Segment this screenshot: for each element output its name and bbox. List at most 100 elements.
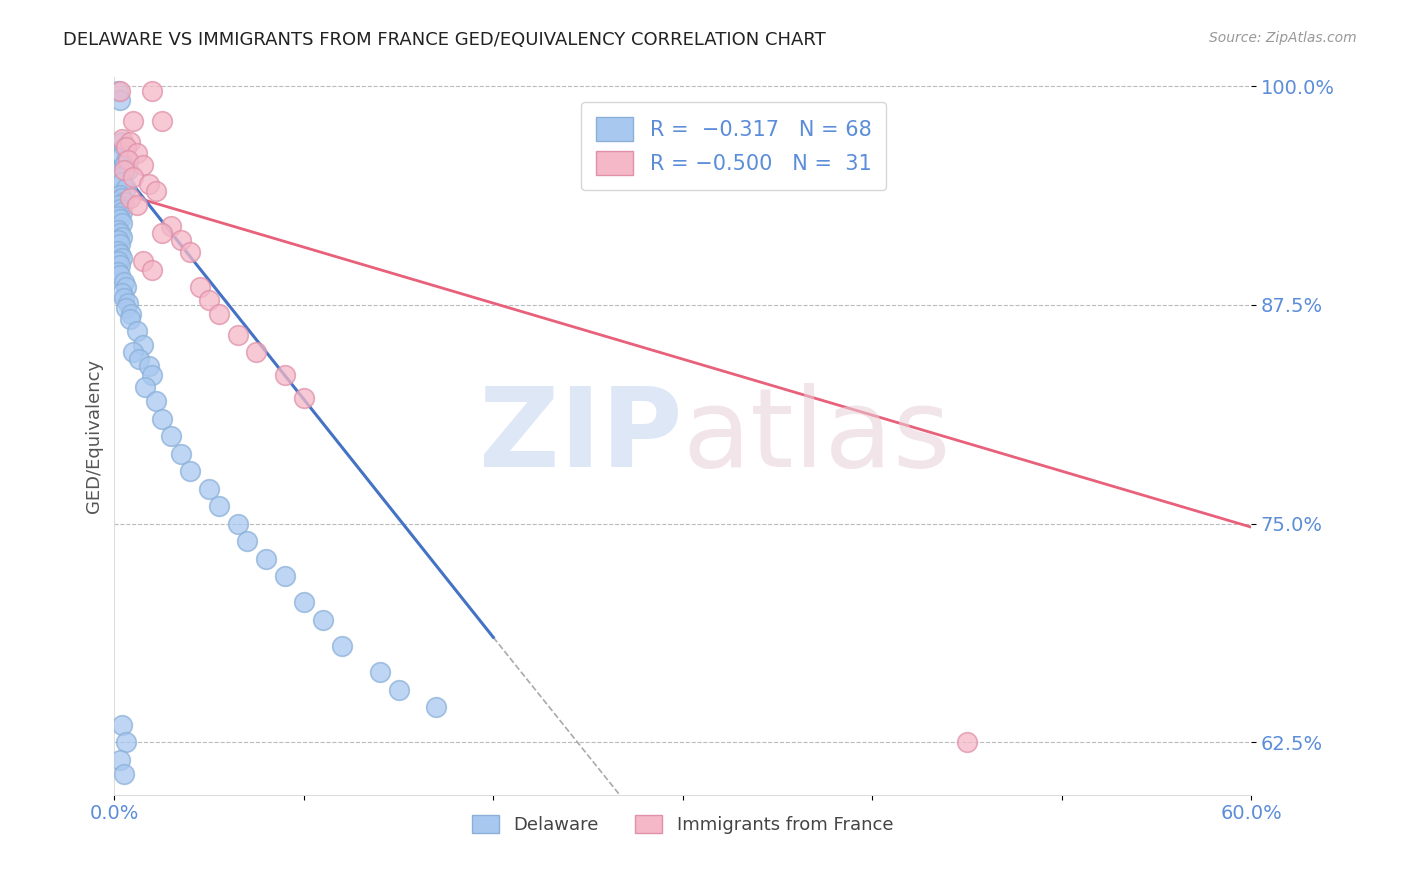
Point [127,145,149,160]
Point [107,265,129,279]
Point [141,85,163,99]
Point [198,482,221,496]
Point [112,766,135,780]
Point [122,345,145,359]
Point [226,516,249,531]
Point [127,198,149,212]
Point [368,665,391,680]
Point [292,595,315,609]
Point [108,202,131,216]
Point [134,380,156,394]
Point [108,85,131,99]
Point [108,170,131,185]
Point [114,153,136,167]
Point [150,411,173,425]
Point [111,718,134,732]
Point [112,158,135,172]
Point [292,391,315,405]
Point [387,682,409,697]
Point [236,534,259,549]
Point [107,222,129,236]
Point [117,296,139,310]
Point [107,209,129,223]
Point [108,753,131,767]
Point [160,219,183,234]
Point [108,93,131,107]
Point [138,359,160,373]
Point [111,149,134,163]
Point [111,175,134,189]
Point [150,226,173,240]
Point [112,140,135,154]
Point [111,205,134,219]
Point [128,352,150,367]
Point [198,293,221,307]
Point [107,233,129,247]
Point [160,429,183,443]
Point [170,233,193,247]
Point [112,194,135,209]
Point [108,187,131,202]
Point [226,327,249,342]
Point [132,254,155,268]
Text: atlas: atlas [683,383,952,490]
Point [111,131,134,145]
Point [108,268,131,282]
Point [122,114,145,128]
Point [956,735,979,749]
Point [179,464,201,478]
Point [108,226,131,240]
Point [150,114,173,128]
Point [117,163,139,178]
Point [274,569,297,583]
Point [117,153,139,167]
Point [107,254,129,268]
Point [188,280,211,294]
Point [111,285,134,300]
Point [245,345,267,359]
Point [141,263,163,277]
Point [111,229,134,244]
Point [112,275,135,289]
Point [108,247,131,261]
Point [179,245,201,260]
Point [114,180,136,194]
Point [108,212,131,227]
Point [118,311,141,326]
Point [118,135,141,149]
Legend: R =  −0.317   N = 68, R = −0.500   N =  31: R = −0.317 N = 68, R = −0.500 N = 31 [581,103,886,190]
Point [127,324,149,338]
Point [170,447,193,461]
Text: Source: ZipAtlas.com: Source: ZipAtlas.com [1209,31,1357,45]
Point [114,301,136,316]
Point [132,338,155,352]
Point [120,307,142,321]
Point [122,170,145,185]
Point [114,140,136,154]
Point [254,551,277,566]
Point [330,639,353,653]
Point [274,368,297,382]
Point [107,244,129,258]
Point [207,307,229,321]
Point [145,184,167,198]
Point [107,198,129,212]
Text: ZIP: ZIP [479,383,683,490]
Y-axis label: GED/Equivalency: GED/Equivalency [86,359,103,513]
Point [111,191,134,205]
Point [112,291,135,305]
Point [118,191,141,205]
Point [207,499,229,513]
Point [111,216,134,230]
Point [112,163,135,178]
Point [114,280,136,294]
Point [108,258,131,272]
Point [111,135,134,149]
Point [312,613,335,627]
Point [111,251,134,265]
Point [145,394,167,409]
Point [107,85,129,99]
Point [132,158,155,172]
Text: DELAWARE VS IMMIGRANTS FROM FRANCE GED/EQUIVALENCY CORRELATION CHART: DELAWARE VS IMMIGRANTS FROM FRANCE GED/E… [63,31,825,49]
Point [108,236,131,251]
